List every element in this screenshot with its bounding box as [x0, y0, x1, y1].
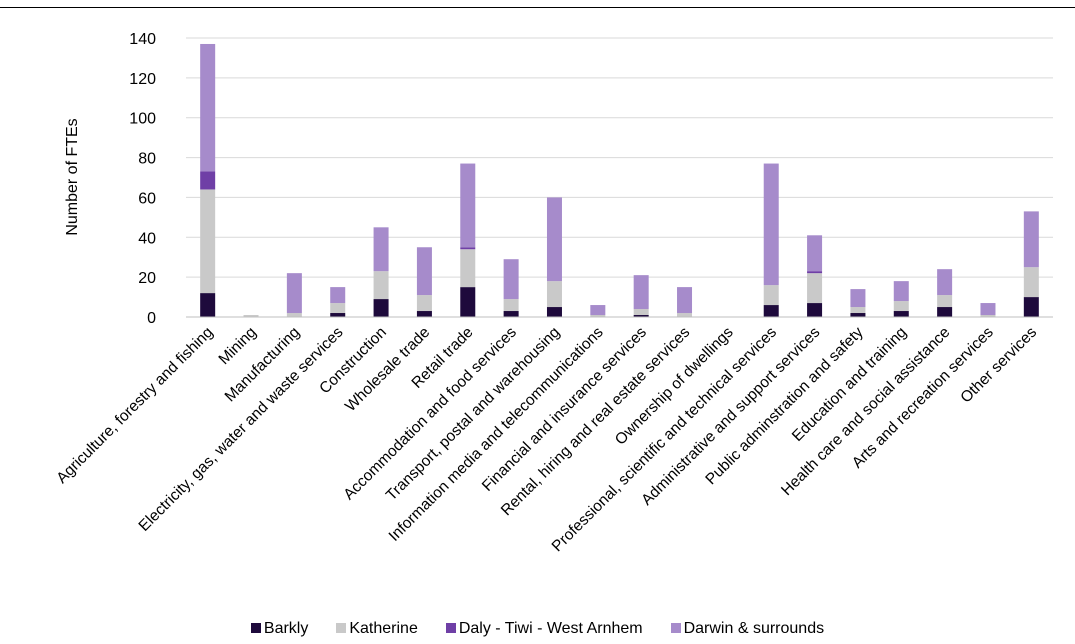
bar-segment: [937, 269, 953, 296]
gridlines: [186, 37, 1053, 278]
bar-segment: [460, 163, 476, 248]
bar-segment: [200, 189, 216, 294]
legend-item: Darwin & surrounds: [670, 620, 825, 638]
y-tick-label: 80: [138, 151, 156, 168]
bar-segment: [460, 247, 476, 250]
bar-segment: [1023, 211, 1039, 268]
x-category-label: Manufacturing: [222, 324, 303, 405]
bar-segment: [763, 163, 779, 286]
y-tick-labels: 0 20 40 60 80 100 120 140: [129, 31, 156, 327]
legend-label: Katherine: [349, 620, 418, 637]
y-tick-label: 0: [147, 310, 156, 327]
legend-swatch: [445, 623, 456, 633]
bar-segment: [1023, 297, 1039, 317]
x-category-label: Electricity, gas, water and waste servic…: [136, 324, 347, 535]
top-rule: [0, 7, 1075, 8]
bar-segment: [200, 43, 216, 172]
x-category-labels: Agriculture, forestry and fishing MiningM…: [53, 324, 1040, 556]
bar-segment: [546, 307, 562, 317]
legend: Barkly Katherine Daly - Tiwi - West Arnhem…: [0, 620, 1075, 638]
bar-segment: [1023, 267, 1039, 298]
y-tick-label: 40: [138, 230, 156, 247]
bars: [200, 43, 1039, 317]
bar-segment: [763, 305, 779, 317]
bar-segment: [416, 311, 432, 317]
y-tick-label: 100: [129, 111, 156, 128]
bar-segment: [286, 273, 302, 314]
bar-segment: [893, 311, 909, 317]
bar-segment: [590, 315, 606, 317]
bar-segment: [980, 303, 996, 316]
bar-segment: [633, 309, 649, 316]
bar-segment: [200, 171, 216, 190]
bar-segment: [416, 247, 432, 296]
bar-segment: [763, 285, 779, 306]
bar-segment: [416, 295, 432, 312]
legend-item: Katherine: [336, 620, 418, 638]
y-axis-label: Number of FTEs: [64, 118, 81, 235]
bar-segment: [546, 197, 562, 282]
bar-segment: [807, 273, 823, 304]
bar-segment: [590, 305, 606, 316]
legend-item: Barkly: [250, 620, 309, 638]
bar-segment: [677, 287, 693, 314]
bar-segment: [980, 315, 996, 317]
legend-swatch: [250, 623, 261, 633]
bar-segment: [807, 235, 823, 272]
legend-swatch: [336, 623, 347, 633]
bar-segment: [373, 227, 389, 272]
bar-segment: [850, 289, 866, 308]
bar-segment: [330, 287, 346, 304]
bar-segment: [893, 281, 909, 302]
legend-label: Darwin & surrounds: [683, 620, 825, 637]
bar-segment: [330, 303, 346, 314]
legend-item: Daly - Tiwi - West Arnhem: [445, 620, 643, 638]
bar-segment: [330, 313, 346, 317]
bar-segment: [503, 259, 519, 300]
bar-segment: [850, 307, 866, 314]
bar-segment: [373, 299, 389, 317]
bar-segment: [937, 307, 953, 317]
bar-segment: [633, 315, 649, 317]
bar-segment: [200, 293, 216, 317]
y-tick-label: 120: [129, 71, 156, 88]
bar-segment: [373, 271, 389, 300]
bar-segment: [937, 295, 953, 308]
bar-segment: [460, 249, 476, 288]
bar-segment: [677, 313, 693, 317]
y-tick-label: 140: [129, 31, 156, 48]
bar-segment: [243, 315, 259, 317]
x-category-label: Other services: [957, 324, 1040, 407]
legend-label: Barkly: [263, 620, 309, 637]
bar-segment: [893, 301, 909, 312]
bar-segment: [807, 271, 823, 274]
bar-segment: [546, 281, 562, 308]
bar-segment: [633, 275, 649, 310]
bar-segment: [807, 303, 823, 317]
bar-segment: [850, 313, 866, 317]
legend-swatch: [670, 623, 681, 633]
legend-label: Daly - Tiwi - West Arnhem: [458, 620, 643, 637]
x-category-label: Agriculture, forestry and fishing: [53, 324, 216, 487]
x-category-label: Public adminstration and safety: [702, 324, 867, 489]
bar-segment: [460, 287, 476, 317]
bar-segment: [503, 311, 519, 317]
bar-segment: [286, 313, 302, 317]
stacked-bar-chart: 0 20 40 60 80 100 120 140 Agriculture, forestry…: [53, 31, 1053, 556]
bar-segment: [503, 299, 519, 312]
y-tick-label: 60: [138, 190, 156, 207]
y-tick-label: 20: [138, 270, 156, 287]
